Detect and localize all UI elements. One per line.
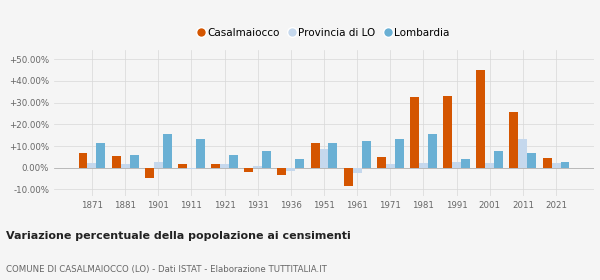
Bar <box>229 155 238 168</box>
Bar <box>542 158 551 168</box>
Bar <box>344 168 353 186</box>
Bar <box>328 143 337 168</box>
Bar <box>145 168 154 178</box>
Bar <box>277 168 286 175</box>
Bar <box>551 164 560 168</box>
Legend: Casalmaiocco, Provincia di LO, Lombardia: Casalmaiocco, Provincia di LO, Lombardia <box>194 24 454 42</box>
Bar <box>220 164 229 168</box>
Bar <box>443 96 452 168</box>
Bar <box>112 156 121 168</box>
Bar <box>196 139 205 168</box>
Bar <box>88 164 97 168</box>
Bar <box>187 168 196 169</box>
Bar <box>79 153 88 168</box>
Bar <box>428 134 437 168</box>
Bar <box>121 164 130 168</box>
Bar <box>286 168 295 171</box>
Text: COMUNE DI CASALMAIOCCO (LO) - Dati ISTAT - Elaborazione TUTTITALIA.IT: COMUNE DI CASALMAIOCCO (LO) - Dati ISTAT… <box>6 265 327 274</box>
Bar <box>494 151 503 168</box>
Bar <box>509 112 518 168</box>
Bar <box>154 162 163 168</box>
Bar <box>353 168 362 173</box>
Bar <box>386 164 395 168</box>
Bar <box>320 149 328 168</box>
Bar <box>452 162 461 168</box>
Bar <box>476 70 485 168</box>
Bar <box>518 139 527 168</box>
Bar <box>253 165 262 168</box>
Bar <box>295 159 304 168</box>
Bar <box>262 151 271 168</box>
Bar <box>178 164 187 168</box>
Bar <box>97 143 106 168</box>
Bar <box>419 164 428 168</box>
Bar <box>362 141 371 168</box>
Text: Variazione percentuale della popolazione ai censimenti: Variazione percentuale della popolazione… <box>6 231 351 241</box>
Bar <box>410 97 419 168</box>
Bar <box>130 155 139 168</box>
Bar <box>461 159 470 168</box>
Bar <box>485 164 494 168</box>
Bar <box>395 139 404 168</box>
Bar <box>244 168 253 172</box>
Bar <box>377 157 386 168</box>
Bar <box>560 162 569 168</box>
Bar <box>527 153 536 168</box>
Bar <box>211 164 220 168</box>
Bar <box>163 134 172 168</box>
Bar <box>311 143 320 168</box>
